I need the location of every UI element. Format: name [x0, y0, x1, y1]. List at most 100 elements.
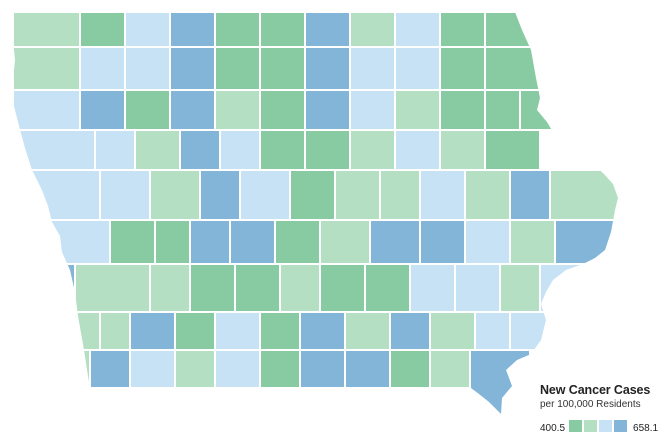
county [519, 89, 561, 131]
county [124, 12, 171, 48]
county [439, 46, 486, 91]
county [469, 349, 531, 414]
county [134, 129, 181, 171]
legend-swatches [569, 419, 629, 437]
county [89, 349, 131, 389]
county [94, 129, 136, 171]
county [409, 263, 456, 313]
county [229, 219, 276, 265]
county [124, 46, 171, 91]
county [464, 169, 511, 221]
county [79, 12, 126, 48]
county [319, 263, 366, 313]
county [259, 129, 306, 171]
county [154, 219, 191, 265]
county [344, 311, 391, 351]
county [379, 169, 421, 221]
county [464, 219, 511, 265]
county [214, 46, 261, 91]
legend-swatch [569, 420, 583, 432]
county [179, 129, 221, 171]
county [12, 263, 76, 313]
county [199, 169, 241, 221]
county [79, 89, 126, 131]
county [259, 311, 301, 351]
county [299, 311, 346, 351]
county [174, 311, 216, 351]
county [124, 89, 171, 131]
county [79, 46, 126, 91]
county [509, 219, 556, 265]
county [12, 46, 81, 91]
county [344, 349, 391, 389]
legend-swatch [599, 420, 613, 432]
legend: New Cancer Cases per 100,000 Residents 4… [540, 383, 660, 437]
legend-min-label: 400.5 [540, 422, 566, 434]
county [259, 349, 301, 389]
county [549, 169, 618, 221]
county [394, 129, 441, 171]
county [74, 263, 151, 313]
county [12, 349, 91, 389]
county [439, 12, 486, 48]
county [389, 349, 431, 389]
county [304, 129, 351, 171]
county [99, 311, 131, 351]
county [484, 12, 541, 48]
county [419, 169, 466, 221]
county [219, 129, 261, 171]
county [214, 89, 261, 131]
county [484, 129, 541, 171]
county [304, 46, 351, 91]
county [349, 46, 396, 91]
county [364, 263, 411, 313]
county [474, 311, 511, 351]
county [369, 219, 421, 265]
county [304, 12, 351, 48]
county [419, 219, 466, 265]
county [239, 169, 291, 221]
county [304, 89, 351, 131]
county [554, 219, 618, 265]
county [12, 169, 101, 221]
county [289, 169, 336, 221]
legend-swatch [584, 420, 598, 432]
county [274, 219, 321, 265]
county [259, 12, 306, 48]
county [259, 89, 306, 131]
county [299, 349, 346, 389]
county [439, 89, 486, 131]
county [149, 169, 201, 221]
county [99, 169, 151, 221]
county [439, 129, 486, 171]
county [349, 89, 396, 131]
county [12, 311, 101, 351]
county [394, 89, 441, 131]
county [334, 169, 381, 221]
county [394, 12, 441, 48]
county [189, 263, 236, 313]
legend-max-label: 658.1 [633, 422, 659, 434]
county [319, 219, 371, 265]
county [484, 46, 541, 91]
county [169, 46, 216, 91]
county [214, 349, 261, 389]
county [169, 12, 216, 48]
county [169, 89, 216, 131]
county [429, 311, 476, 351]
county [12, 219, 111, 265]
county [349, 129, 396, 171]
county [12, 129, 96, 171]
county [214, 12, 261, 48]
county [214, 311, 261, 351]
legend-title: New Cancer Cases [540, 383, 651, 397]
county [389, 311, 431, 351]
legend-subtitle: per 100,000 Residents [540, 399, 641, 410]
county [129, 349, 176, 389]
county [394, 46, 441, 91]
county [129, 311, 176, 351]
county [234, 263, 281, 313]
county [174, 349, 216, 389]
county [149, 263, 191, 313]
